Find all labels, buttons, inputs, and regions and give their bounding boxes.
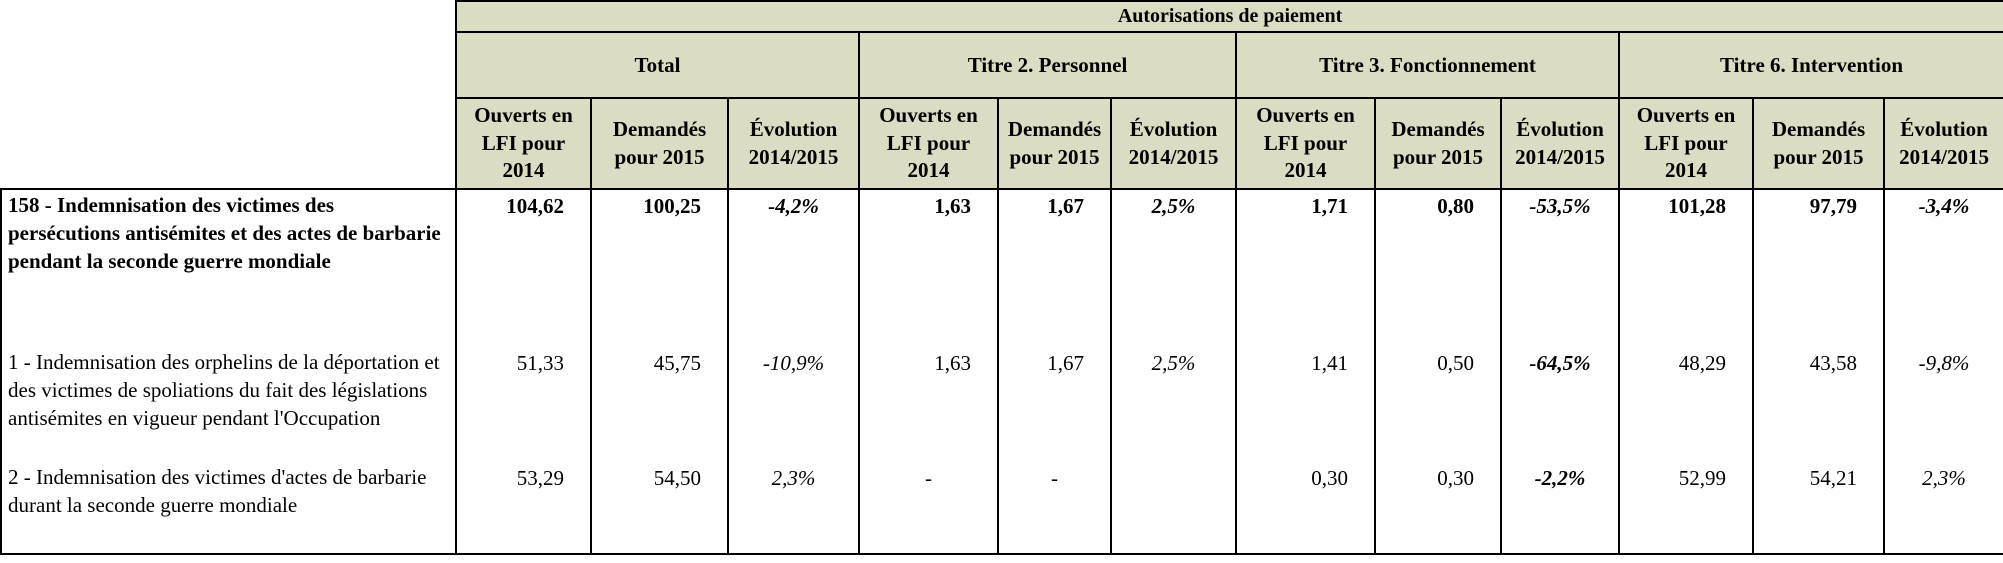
value-cell: - [858, 462, 999, 555]
value-cell: 1,67 [997, 347, 1112, 462]
value-cell: 54,21 [1752, 462, 1885, 555]
value-cell: 1,63 [858, 347, 999, 462]
group-header-titre-6-intervention: Titre 6. Intervention [1617, 31, 2003, 99]
value-cell: 0,30 [1235, 462, 1376, 555]
value-cell: 45,75 [590, 347, 729, 462]
value-cell: 2,3% [1882, 462, 2003, 555]
column-header: Évolution 2014/2015 [1882, 97, 2003, 190]
value-cell: 48,29 [1618, 347, 1754, 462]
column-header: Ouverts en LFI pour 2014 [455, 97, 592, 190]
column-header: Évolution 2014/2015 [1500, 97, 1620, 190]
value-cell: -10,9% [727, 347, 860, 462]
value-cell [1110, 462, 1237, 555]
value-cell: 52,99 [1618, 462, 1754, 555]
column-header: Demandés pour 2015 [1752, 97, 1885, 190]
table-row: 2 - Indemnisation des victimes d'actes d… [0, 462, 2003, 555]
corner-spacer [1, 1, 456, 32]
value-cell: 2,5% [1110, 188, 1237, 347]
value-cell: 100,25 [590, 188, 729, 347]
column-header: Demandés pour 2015 [1374, 97, 1502, 190]
corner-spacer [1, 98, 456, 189]
group-header-total: Total [455, 31, 860, 99]
value-cell: 1,41 [1235, 347, 1376, 462]
table-row: 158 - Indemnisation des victimes des per… [0, 188, 2003, 347]
value-cell: 104,62 [455, 188, 592, 347]
value-cell: 0,30 [1374, 462, 1502, 555]
column-header: Demandés pour 2015 [997, 97, 1112, 190]
value-cell: -53,5% [1500, 188, 1620, 347]
top-header-row: Autorisations de paiement [1, 0, 2003, 33]
column-header: Ouverts en LFI pour 2014 [858, 97, 999, 190]
table-row: 1 - Indemnisation des orphelins de la dé… [0, 347, 2003, 462]
value-cell: 43,58 [1752, 347, 1885, 462]
value-cell: -3,4% [1882, 188, 2003, 347]
column-header: Évolution 2014/2015 [1110, 97, 1237, 190]
value-cell: 0,50 [1374, 347, 1502, 462]
column-header: Demandés pour 2015 [590, 97, 729, 190]
value-cell: -4,2% [727, 188, 860, 347]
row-label: 1 - Indemnisation des orphelins de la dé… [0, 347, 457, 462]
row-label: 2 - Indemnisation des victimes d'actes d… [0, 462, 457, 555]
group-header-titre-3-fonctionnement: Titre 3. Fonctionnement [1235, 31, 1620, 99]
corner-spacer [1, 32, 456, 98]
value-cell: -9,8% [1882, 347, 2003, 462]
value-cell: 0,80 [1374, 188, 1502, 347]
table-title: Autorisations de paiement [454, 0, 2003, 33]
value-cell: 2,3% [727, 462, 860, 555]
value-cell: 1,63 [858, 188, 999, 347]
column-header: Évolution 2014/2015 [727, 97, 860, 190]
column-header: Ouverts en LFI pour 2014 [1235, 97, 1376, 190]
group-header-row: Total Titre 2. Personnel Titre 3. Foncti… [1, 31, 2003, 99]
value-cell: 53,29 [455, 462, 592, 555]
value-cell: -64,5% [1500, 347, 1620, 462]
column-header: Ouverts en LFI pour 2014 [1618, 97, 1754, 190]
table-header: Autorisations de paiement Total Titre 2.… [1, 0, 2003, 190]
value-cell: 54,50 [590, 462, 729, 555]
value-cell: - [997, 462, 1112, 555]
value-cell: 1,71 [1235, 188, 1376, 347]
value-cell: -2,2% [1500, 462, 1620, 555]
group-header-titre-2-personnel: Titre 2. Personnel [858, 31, 1237, 99]
row-label: 158 - Indemnisation des victimes des per… [0, 188, 457, 347]
value-cell: 2,5% [1110, 347, 1237, 462]
value-cell: 101,28 [1618, 188, 1754, 347]
value-cell: 1,67 [997, 188, 1112, 347]
table-body: 158 - Indemnisation des victimes des per… [0, 188, 2003, 555]
subheader-row: Ouverts en LFI pour 2014 Demandés pour 20… [1, 97, 2003, 190]
value-cell: 51,33 [455, 347, 592, 462]
value-cell: 97,79 [1752, 188, 1885, 347]
